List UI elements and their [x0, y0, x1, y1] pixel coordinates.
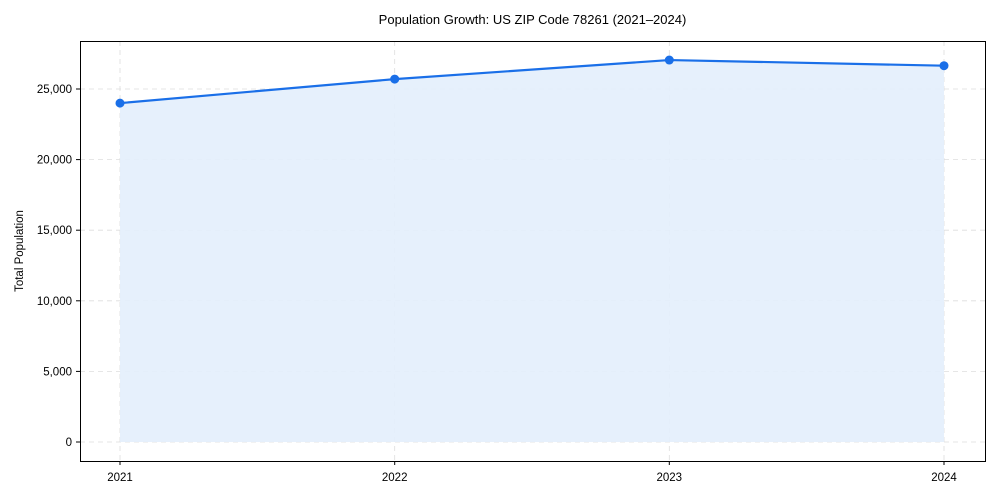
x-tick-label: 2023 [657, 472, 683, 484]
area-fill [120, 60, 944, 442]
y-tick-label: 0 [66, 437, 72, 449]
data-point [664, 55, 674, 65]
data-line [119, 58, 945, 105]
data-point [115, 98, 125, 108]
y-axis-ticks: 0 5,000 10,000 15,000 20,000 25,000 [37, 84, 80, 449]
plot-frame [80, 41, 986, 462]
y-tick-label: 25,000 [37, 84, 72, 96]
data-points [115, 55, 949, 108]
y-tick-label: 10,000 [37, 296, 72, 308]
x-axis-ticks: 2021 2022 2023 2024 [107, 461, 957, 484]
y-tick-label: 15,000 [37, 225, 72, 237]
x-tick-label: 2024 [931, 472, 957, 484]
data-point [939, 61, 949, 71]
y-tick-label: 5,000 [43, 366, 72, 378]
x-tick-label: 2021 [107, 472, 133, 484]
data-point [390, 74, 400, 84]
y-tick-label: 20,000 [37, 155, 72, 167]
x-tick-label: 2022 [382, 472, 408, 484]
chart-title: Population Growth: US ZIP Code 78261 (20… [378, 12, 687, 27]
